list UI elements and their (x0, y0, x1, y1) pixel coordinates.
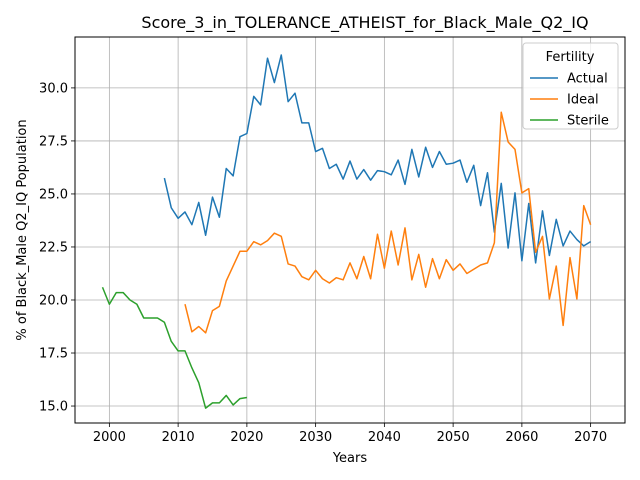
x-tick-label: 2060 (505, 430, 538, 445)
y-tick-label: 15.0 (39, 400, 68, 415)
legend: Fertility Actual Ideal Sterile (522, 42, 619, 130)
y-axis: 15.0 17.5 20.0 22.5 25.0 27.5 30.0 (39, 81, 75, 415)
y-tick-label: 17.5 (39, 347, 68, 362)
chart-title: Score_3_in_TOLERANCE_ATHEIST_for_Black_M… (141, 13, 588, 33)
x-tick-label: 2000 (93, 430, 126, 445)
y-tick-label: 25.0 (39, 187, 68, 202)
legend-label-sterile: Sterile (567, 114, 609, 129)
legend-label-actual: Actual (567, 72, 608, 87)
plot-frame (74, 36, 626, 424)
series-line-actual (163, 54, 592, 264)
legend-label-ideal: Ideal (567, 93, 599, 108)
series-line-ideal (184, 111, 592, 334)
y-tick-label: 20.0 (39, 293, 68, 308)
series-line-sterile (101, 286, 247, 409)
x-tick-label: 2020 (230, 430, 263, 445)
x-axis-label: Years (332, 451, 368, 466)
x-tick-label: 2040 (368, 430, 401, 445)
series-layer (101, 54, 592, 409)
x-tick-label: 2030 (299, 430, 332, 445)
legend-box (522, 42, 619, 130)
y-tick-label: 27.5 (39, 134, 68, 149)
x-axis: 2000 2010 2020 2030 2040 2050 2060 2070 (93, 423, 607, 445)
y-tick-label: 30.0 (39, 81, 68, 96)
x-tick-label: 2070 (574, 430, 607, 445)
y-axis-label: % of Black_Male Q2_IQ Population (15, 119, 30, 340)
legend-title: Fertility (546, 50, 595, 65)
x-tick-label: 2050 (437, 430, 470, 445)
x-tick-label: 2010 (162, 430, 195, 445)
y-tick-label: 22.5 (39, 240, 68, 255)
